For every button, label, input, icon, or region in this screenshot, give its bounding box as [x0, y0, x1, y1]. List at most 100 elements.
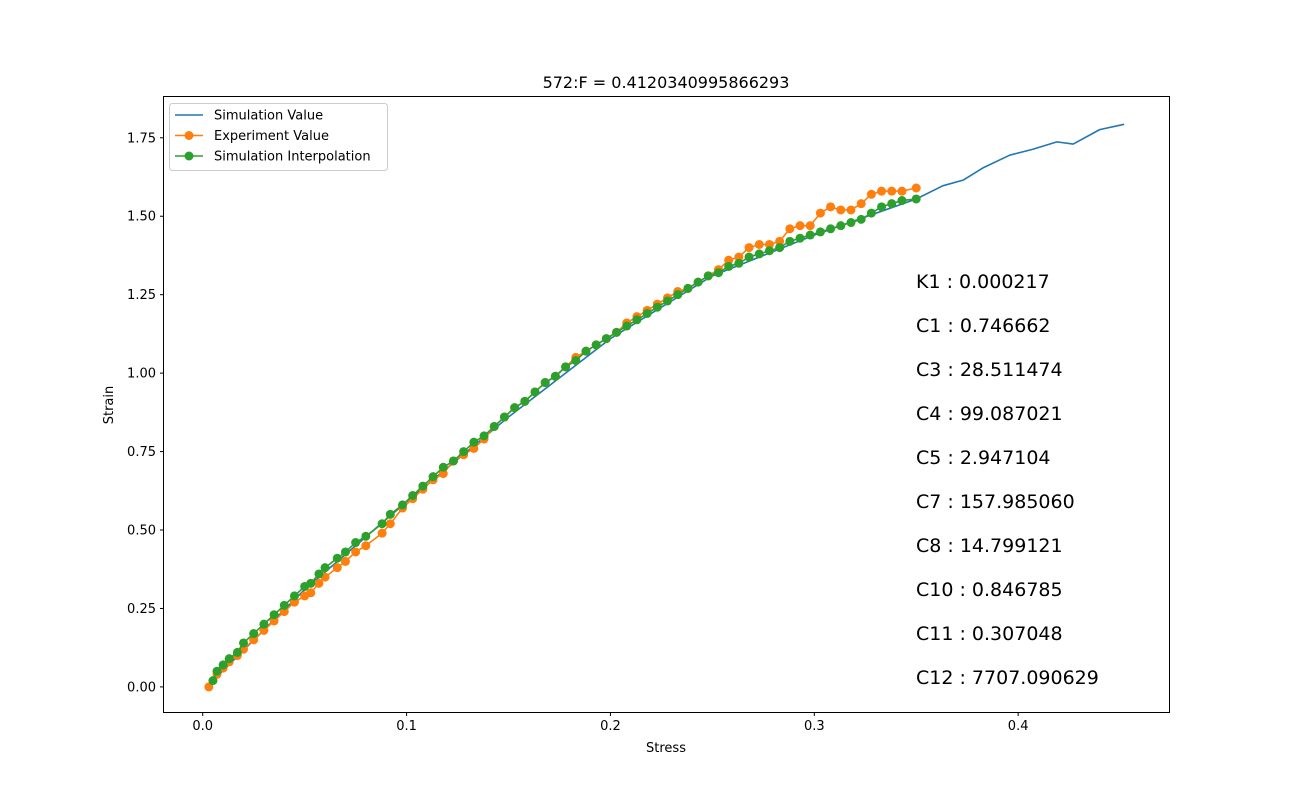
data-point	[510, 403, 520, 413]
data-point	[314, 569, 324, 579]
data-point	[703, 271, 713, 281]
x-axis: 0.0 0.1 0.2 0.3 0.4	[192, 712, 1028, 734]
data-point	[438, 469, 448, 479]
data-point	[724, 261, 734, 271]
plot-area	[204, 123, 1125, 692]
data-point	[713, 268, 723, 278]
data-point	[846, 218, 856, 228]
data-point	[550, 371, 560, 381]
x-tick-label: 0.1	[396, 719, 417, 734]
data-point	[836, 205, 846, 215]
data-point	[438, 462, 448, 472]
data-point	[320, 563, 330, 573]
data-point	[530, 387, 540, 397]
y-tick-label: 0.00	[127, 680, 156, 695]
data-point	[693, 277, 703, 287]
y-axis-label: Strain	[102, 386, 117, 425]
parameter-annotation: C11 : 0.307048	[916, 623, 1063, 645]
data-point	[805, 230, 815, 240]
data-point	[846, 205, 856, 215]
parameter-annotation: C12 : 7707.090629	[916, 667, 1099, 689]
data-point	[815, 208, 825, 218]
parameter-annotations: K1 : 0.000217 C1 : 0.746662 C3 : 28.511474…	[916, 271, 1099, 689]
series-layer	[204, 123, 1125, 692]
data-point	[744, 243, 754, 253]
data-point	[351, 547, 361, 557]
data-point	[259, 625, 269, 635]
data-point	[361, 541, 371, 551]
parameter-annotation: C4 : 99.087021	[916, 403, 1063, 425]
parameter-annotation: C5 : 2.947104	[916, 447, 1051, 469]
data-point	[836, 221, 846, 231]
data-point	[826, 224, 836, 234]
data-point	[561, 362, 571, 372]
x-tick-label: 0.2	[600, 719, 621, 734]
data-point	[459, 447, 469, 457]
y-tick-label: 1.50	[127, 210, 156, 225]
y-tick-label: 0.50	[127, 524, 156, 539]
data-point	[269, 610, 279, 620]
legend-item: Simulation Value	[175, 109, 323, 124]
data-point	[673, 290, 683, 300]
data-point	[754, 249, 764, 259]
data-point	[306, 578, 316, 588]
data-point	[279, 600, 289, 610]
data-point	[520, 396, 530, 406]
y-tick-label: 0.25	[127, 602, 156, 617]
data-point	[398, 500, 408, 510]
legend-label: Experiment Value	[214, 129, 329, 144]
data-point	[332, 553, 342, 563]
data-point	[856, 214, 866, 224]
data-point	[601, 334, 611, 344]
data-point	[805, 221, 815, 231]
data-point	[734, 258, 744, 268]
data-point	[866, 189, 876, 199]
data-point	[887, 199, 897, 209]
data-point	[408, 490, 418, 500]
data-point	[911, 194, 921, 204]
data-point	[612, 327, 622, 337]
data-point	[224, 654, 234, 664]
data-point	[724, 255, 734, 265]
data-point	[785, 224, 795, 234]
data-point	[279, 607, 289, 617]
data-point	[212, 666, 222, 676]
x-tick-label: 0.3	[804, 719, 825, 734]
chart-title: 572:F = 0.4120340995866293	[543, 73, 790, 92]
y-tick-label: 1.25	[127, 288, 156, 303]
x-axis-label: Stress	[646, 741, 686, 756]
data-point	[218, 660, 228, 670]
legend-label: Simulation Value	[214, 109, 323, 124]
data-point	[652, 302, 662, 312]
data-point	[632, 315, 642, 325]
data-point	[877, 186, 887, 196]
data-point	[385, 519, 395, 529]
parameter-annotation: C3 : 28.511474	[916, 359, 1063, 381]
data-point	[795, 233, 805, 243]
data-point	[232, 647, 242, 657]
data-point	[540, 378, 550, 388]
data-point	[448, 456, 458, 466]
data-point	[571, 356, 581, 366]
series-line	[212, 198, 917, 681]
data-point	[734, 252, 744, 262]
parameter-annotation: C7 : 157.985060	[916, 491, 1075, 513]
data-point	[785, 236, 795, 246]
parameter-annotation: C8 : 14.799121	[916, 535, 1063, 557]
series-experiment-value	[204, 183, 921, 692]
data-point	[866, 208, 876, 218]
data-point	[642, 309, 652, 319]
data-point	[897, 186, 907, 196]
legend-item: Simulation Interpolation	[175, 150, 371, 165]
data-point	[877, 202, 887, 212]
legend-box	[169, 103, 388, 171]
data-point	[351, 538, 361, 548]
data-point	[314, 578, 324, 588]
data-point	[249, 629, 259, 639]
data-point	[775, 243, 785, 253]
data-point	[208, 676, 218, 686]
data-point	[795, 221, 805, 231]
data-point	[826, 202, 836, 212]
data-point	[418, 481, 428, 491]
